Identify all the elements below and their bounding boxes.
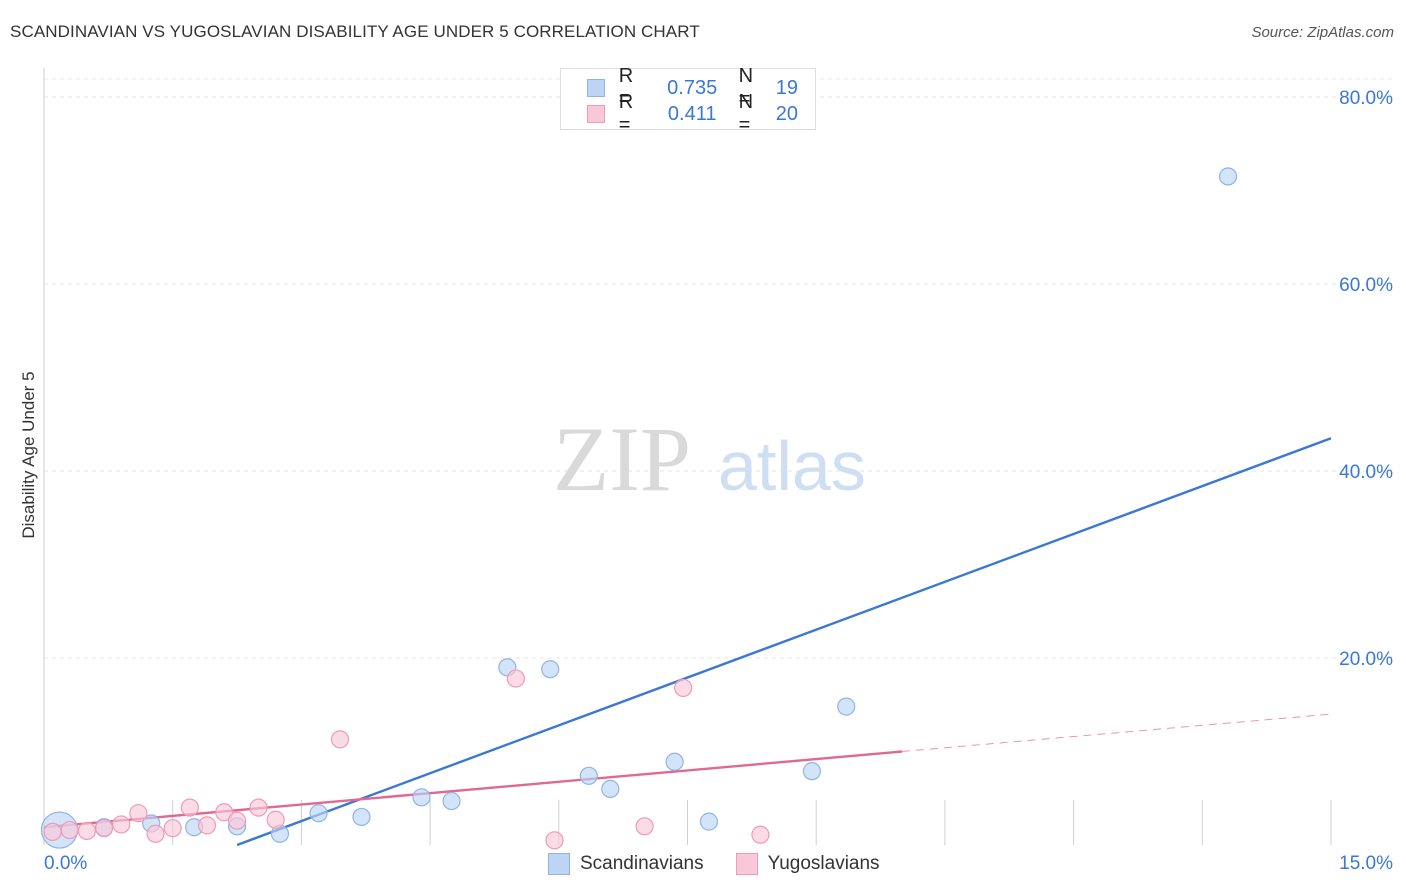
chart-title: SCANDINAVIAN VS YUGOSLAVIAN DISABILITY A…	[10, 22, 700, 41]
bottom-legend: Scandinavians Yugoslavians	[548, 852, 880, 876]
data-point-yugoslavians	[180, 798, 199, 817]
y-tick-label: 80.0%	[1339, 88, 1393, 109]
axis-label-layer: 20.0% 40.0% 60.0% 80.0% 0.0% 15.0% Disability …	[19, 88, 1393, 874]
data-point-scandinavians	[1218, 167, 1238, 186]
bottom-legend-label: Yugoslavians	[767, 853, 880, 874]
data-point-yugoslavians	[112, 815, 131, 834]
data-point-scandinavians	[309, 804, 328, 823]
bottom-legend-swatch-pink	[735, 853, 758, 875]
data-point-yugoslavians	[635, 817, 654, 836]
data-point-scandinavians	[412, 788, 431, 807]
legend-row-scandinavians: R = 0.735 N = 19	[587, 65, 815, 110]
bottom-legend-item-scandinavians: Scandinavians	[548, 853, 704, 875]
data-point-scandinavians	[665, 752, 684, 771]
y-tick-label: 20.0%	[1339, 649, 1393, 670]
data-point-scandinavians	[699, 812, 719, 831]
data-point-scandinavians	[541, 660, 560, 679]
data-point-yugoslavians	[545, 831, 564, 850]
legend-n-label: N =	[738, 91, 754, 136]
legend-box: R = 0.735 N = 19 R = 0.411 N = 20	[560, 65, 816, 136]
points-layer	[40, 167, 1238, 850]
data-point-scandinavians	[601, 779, 620, 799]
data-point-yugoslavians	[146, 824, 165, 843]
legend-r-value: 0.411	[667, 102, 717, 125]
data-point-yugoslavians	[163, 819, 182, 838]
legend-r-label: R =	[618, 91, 634, 136]
data-point-scandinavians	[802, 762, 822, 781]
bottom-legend-item-yugoslavians: Yugoslavians	[735, 853, 880, 875]
legend-r-value: 0.735	[667, 76, 718, 99]
data-point-yugoslavians	[266, 810, 285, 829]
trend-line-scandinavians	[236, 437, 1332, 847]
legend-n-value: 19	[775, 76, 798, 99]
bottom-legend-label: Scandinavians	[580, 853, 704, 874]
legend-swatch-pink	[587, 105, 605, 123]
legend-row-yugoslavians: R = 0.411 N = 20	[587, 91, 815, 136]
x-tick-label: 0.0%	[44, 853, 87, 874]
y-tick-label: 40.0%	[1339, 462, 1393, 483]
watermark: ZIP atlas	[553, 408, 866, 510]
grid-layer	[43, 68, 1393, 845]
data-point-scandinavians	[442, 791, 461, 811]
x-tick-label: 15.0%	[1339, 853, 1393, 874]
legend-n-value: 20	[775, 102, 798, 125]
data-point-yugoslavians	[330, 730, 350, 749]
data-point-yugoslavians	[94, 819, 114, 838]
data-point-yugoslavians	[249, 798, 268, 817]
watermark-zip: ZIP	[553, 408, 691, 510]
data-point-scandinavians	[352, 807, 371, 827]
trend-line-extension-yugoslavians	[901, 713, 1332, 752]
data-point-yugoslavians	[77, 821, 97, 841]
data-point-yugoslavians	[60, 820, 79, 840]
watermark-atlas: atlas	[718, 427, 866, 505]
y-axis-label: Disability Age Under 5	[19, 371, 38, 538]
data-point-yugoslavians	[227, 811, 247, 830]
legend-n-label: N =	[738, 65, 754, 110]
data-point-yugoslavians	[674, 678, 693, 698]
data-point-scandinavians	[579, 766, 598, 785]
source-label: Source: ZipAtlas.com	[1251, 24, 1394, 41]
data-point-yugoslavians	[215, 803, 234, 822]
data-point-yugoslavians	[506, 669, 526, 688]
data-point-scandinavians	[837, 697, 856, 716]
data-point-yugoslavians	[197, 816, 217, 835]
bottom-legend-swatch-blue	[548, 853, 570, 875]
trend-line-yugoslavians	[43, 750, 903, 829]
data-point-yugoslavians	[129, 804, 148, 823]
legend-swatch-blue	[587, 79, 605, 97]
data-point-yugoslavians	[43, 822, 62, 842]
legend-r-label: R =	[618, 65, 634, 110]
y-tick-label: 60.0%	[1339, 275, 1393, 296]
data-point-yugoslavians	[751, 825, 770, 844]
